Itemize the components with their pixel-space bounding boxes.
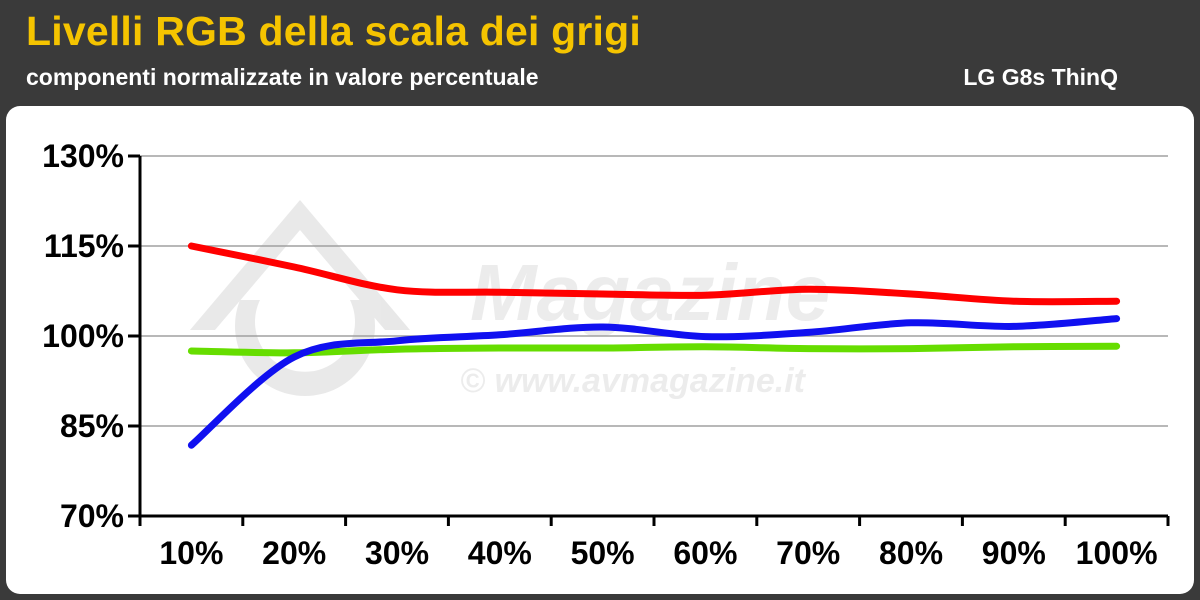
x-tick-label: 20%: [262, 535, 326, 571]
plot-panel: Magazine © www.avmagazine.it 70% 85% 100% 1…: [6, 106, 1194, 594]
x-tick-label: 70%: [776, 535, 840, 571]
chart-subtitle: componenti normalizzate in valore percen…: [26, 64, 539, 90]
x-tick-label: 30%: [365, 535, 429, 571]
series-line-2: [187, 342, 1121, 357]
x-tick-label: 50%: [571, 535, 635, 571]
y-tick-label: 100%: [42, 318, 124, 354]
x-tick-label: 80%: [879, 535, 943, 571]
device-name: LG G8s ThinQ: [963, 64, 1118, 90]
line-chart: Magazine © www.avmagazine.it 70%85%100%1…: [42, 138, 1170, 571]
chart-title: Livelli RGB della scala dei grigi: [26, 8, 641, 54]
x-tick-label: 60%: [673, 535, 737, 571]
y-tick-labels: 70% 85% 100% 115% 130%: [42, 138, 124, 534]
x-tick-label: 40%: [468, 535, 532, 571]
series-line-3: [187, 315, 1121, 449]
x-tick-labels: 10% 20% 30% 40% 50% 60% 70% 80% 90% 100%: [159, 535, 1157, 571]
watermark-url: © www.avmagazine.it: [460, 362, 807, 400]
axes: [128, 154, 1170, 526]
y-tick-label: 130%: [42, 138, 124, 174]
y-tick-label: 85%: [60, 408, 124, 444]
y-tick-label: 115%: [44, 228, 124, 264]
x-tick-label: 90%: [982, 535, 1046, 571]
series-line-1: [187, 242, 1121, 306]
x-tick-label: 10%: [159, 535, 223, 571]
watermark-logo-icon: [190, 200, 410, 396]
series-lines: [187, 242, 1121, 449]
x-tick-label: 100%: [1076, 535, 1158, 571]
grid-lines: [140, 155, 1168, 427]
y-tick-label: 70%: [60, 498, 124, 534]
watermark: Magazine © www.avmagazine.it: [190, 200, 830, 400]
